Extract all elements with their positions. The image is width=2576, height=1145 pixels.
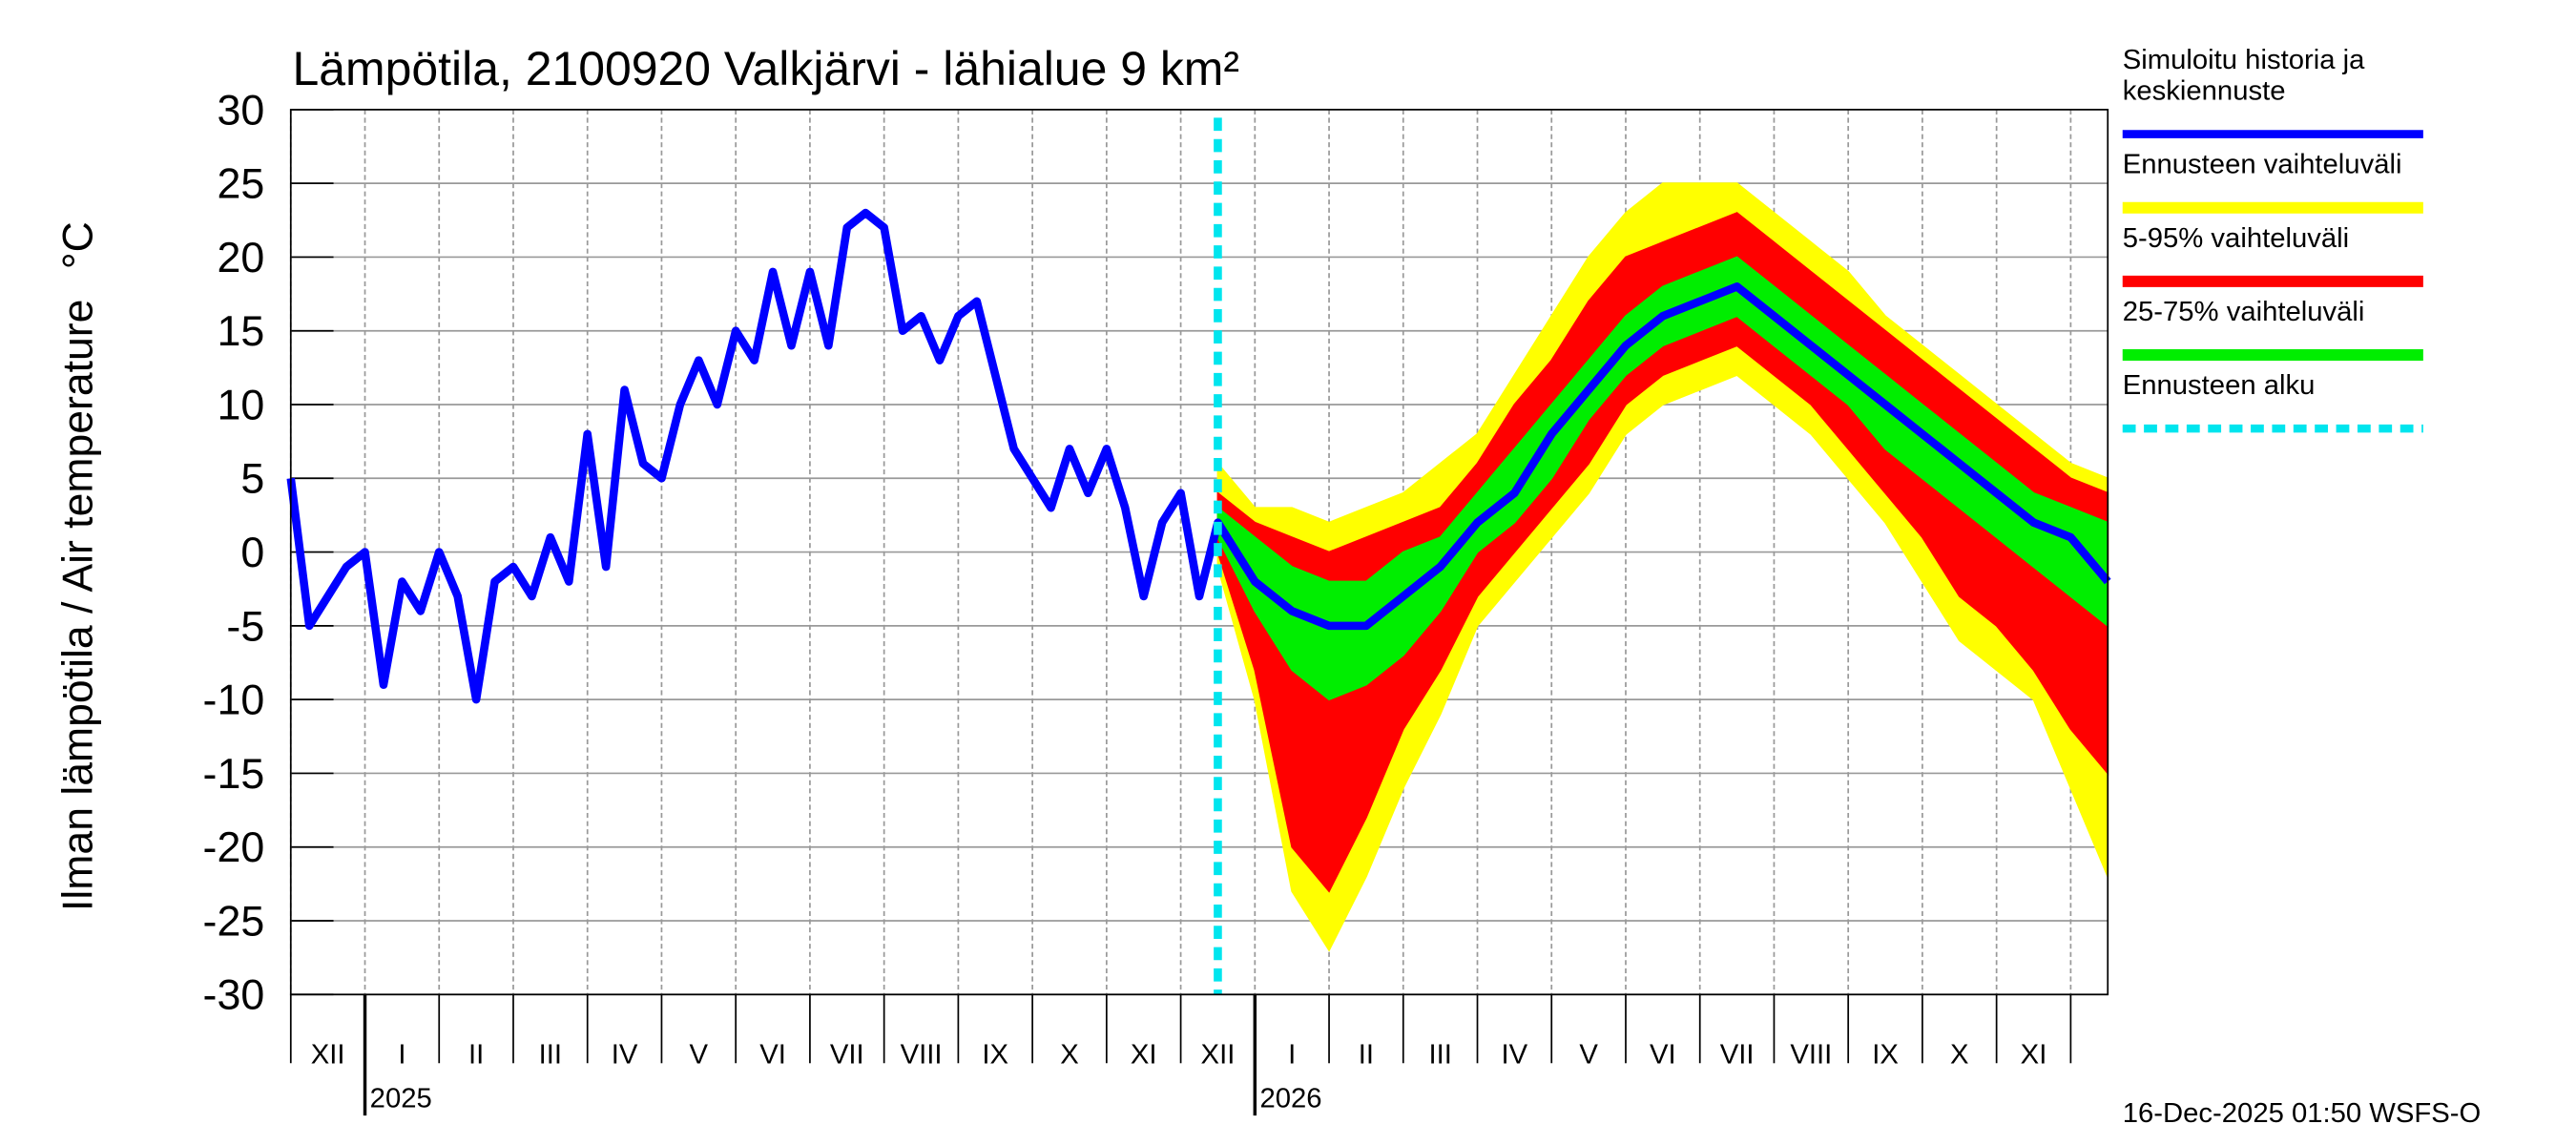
x-tick-label: III xyxy=(1428,1039,1451,1070)
x-tick-label: VI xyxy=(759,1039,786,1070)
y-tick-label: 5 xyxy=(240,456,264,503)
y-tick-label: 30 xyxy=(217,87,264,134)
y-tick-label: -15 xyxy=(203,751,265,798)
series-line xyxy=(286,208,2111,704)
year-label: 2025 xyxy=(370,1084,432,1114)
legend-label: Ennusteen alku xyxy=(2123,370,2316,401)
x-tick-label: XI xyxy=(1131,1039,1157,1070)
x-tick-label: X xyxy=(1060,1039,1079,1070)
x-tick-label: XII xyxy=(1201,1039,1236,1070)
x-tick-label: XI xyxy=(2021,1039,2047,1070)
y-tick-label: 20 xyxy=(217,235,264,281)
x-tick-label: IX xyxy=(982,1039,1008,1070)
y-tick-label: -10 xyxy=(203,677,265,724)
y-axis-label: Ilman lämpötila / Air temperature xyxy=(54,300,101,911)
x-tick-label: VII xyxy=(830,1039,864,1070)
x-tick-label: VII xyxy=(1720,1039,1755,1070)
legend-label: 25-75% vaihteluväli xyxy=(2123,297,2365,327)
legend-label: 5-95% vaihteluväli xyxy=(2123,223,2349,254)
x-tick-label: IV xyxy=(612,1039,638,1070)
x-tick-label: I xyxy=(1288,1039,1296,1070)
x-tick-label: VI xyxy=(1650,1039,1676,1070)
x-tick-label: II xyxy=(468,1039,484,1070)
x-tick-label: III xyxy=(539,1039,562,1070)
chart-title: Lämpötila, 2100920 Valkjärvi - lähialue … xyxy=(293,42,1240,95)
plot-frame xyxy=(289,109,2109,996)
footer: 16-Dec-2025 01:50 WSFS-O xyxy=(2123,1098,2482,1129)
legend-label: Ennusteen vaihteluväli xyxy=(2123,150,2402,180)
y-tick-label: 0 xyxy=(240,530,264,576)
y-axis-unit: °C xyxy=(54,221,101,269)
x-tick-label: V xyxy=(690,1039,709,1070)
y-tick-label: 25 xyxy=(217,161,264,208)
y-tick-label: 10 xyxy=(217,383,264,429)
year-label: 2026 xyxy=(1259,1084,1321,1114)
y-tick-label: -20 xyxy=(203,824,265,871)
x-tick-label: V xyxy=(1579,1039,1598,1070)
y-tick-label: 15 xyxy=(217,308,264,355)
x-tick-label: IV xyxy=(1502,1039,1528,1070)
x-tick-label: XII xyxy=(311,1039,345,1070)
y-tick-label: -30 xyxy=(203,972,265,1019)
x-tick-label: I xyxy=(398,1039,405,1070)
x-tick-label: IX xyxy=(1872,1039,1899,1070)
legend-label: Simuloitu historia ja keskiennuste xyxy=(2123,45,2365,107)
x-tick-label: VIII xyxy=(1790,1039,1832,1070)
x-tick-label: VIII xyxy=(901,1039,943,1070)
x-tick-label: II xyxy=(1359,1039,1374,1070)
y-tick-label: -25 xyxy=(203,899,265,946)
y-tick-label: -5 xyxy=(226,603,264,650)
x-tick-label: X xyxy=(1950,1039,1969,1070)
